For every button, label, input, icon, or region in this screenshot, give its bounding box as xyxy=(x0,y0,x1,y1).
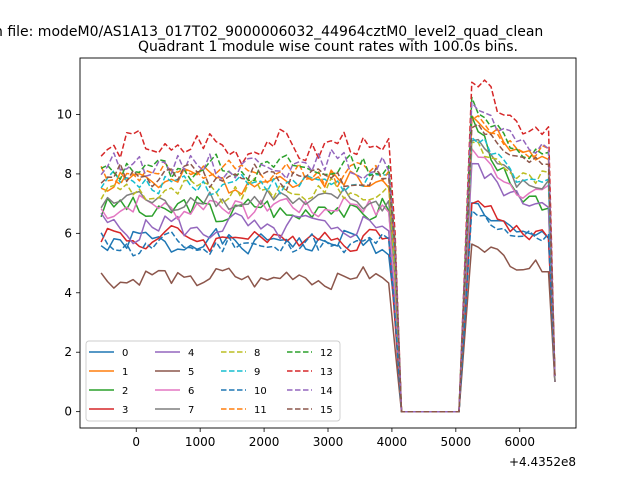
series-line-1 xyxy=(100,115,556,413)
series-line-15 xyxy=(100,123,556,413)
legend-label-1: 1 xyxy=(122,367,128,378)
y-tick-label: 0 xyxy=(64,405,72,419)
y-tick-label: 2 xyxy=(64,345,72,359)
legend-label-8: 8 xyxy=(254,348,260,359)
legend-label-3: 3 xyxy=(122,405,128,416)
legend-label-5: 5 xyxy=(188,367,194,378)
x-tick-label: 6000 xyxy=(504,435,535,449)
y-tick-label: 8 xyxy=(64,167,72,181)
y-tick-label: 4 xyxy=(64,286,72,300)
x-tick-label: 2000 xyxy=(249,435,280,449)
legend-label-9: 9 xyxy=(254,367,260,378)
series-line-13 xyxy=(100,79,556,413)
legend-label-14: 14 xyxy=(320,386,333,397)
series-line-0 xyxy=(100,202,556,413)
x-tick-label: 1000 xyxy=(185,435,216,449)
series-layer xyxy=(100,79,556,413)
plot-area xyxy=(79,57,577,429)
y-tick-label: 6 xyxy=(64,226,72,240)
series-line-5 xyxy=(100,243,556,413)
series-line-9 xyxy=(100,136,556,413)
series-line-14 xyxy=(100,101,556,413)
figure-suptitle: n file: modeM0/AS1A13_017T02_9000006032_… xyxy=(0,24,543,40)
series-line-8 xyxy=(100,141,556,413)
chart-title: Quadrant 1 module wise count rates with … xyxy=(138,39,518,55)
x-tick-label: 4000 xyxy=(377,435,408,449)
series-line-7 xyxy=(100,138,556,413)
legend-label-11: 11 xyxy=(254,405,267,416)
legend-label-6: 6 xyxy=(188,386,194,397)
legend-label-15: 15 xyxy=(320,405,333,416)
x-axis: 0 1000 2000 3000 4000 5000 6000 xyxy=(132,428,535,449)
legend-label-2: 2 xyxy=(122,386,128,397)
series-line-4 xyxy=(100,162,556,413)
legend-label-13: 13 xyxy=(320,367,333,378)
legend-label-7: 7 xyxy=(188,405,194,416)
x-tick-label: 3000 xyxy=(313,435,344,449)
legend-label-12: 12 xyxy=(320,348,333,359)
legend-label-10: 10 xyxy=(254,386,267,397)
series-line-10 xyxy=(100,209,556,413)
x-tick-label: 5000 xyxy=(441,435,472,449)
legend-label-4: 4 xyxy=(188,348,194,359)
legend-box xyxy=(85,340,341,422)
x-tick-label: 0 xyxy=(132,435,140,449)
series-line-3 xyxy=(100,200,556,413)
legend-label-0: 0 xyxy=(122,348,128,359)
y-axis: 0 2 4 6 8 10 xyxy=(57,107,80,419)
x-offset-label: +4.4352e8 xyxy=(509,455,576,469)
y-tick-label: 10 xyxy=(57,107,72,121)
